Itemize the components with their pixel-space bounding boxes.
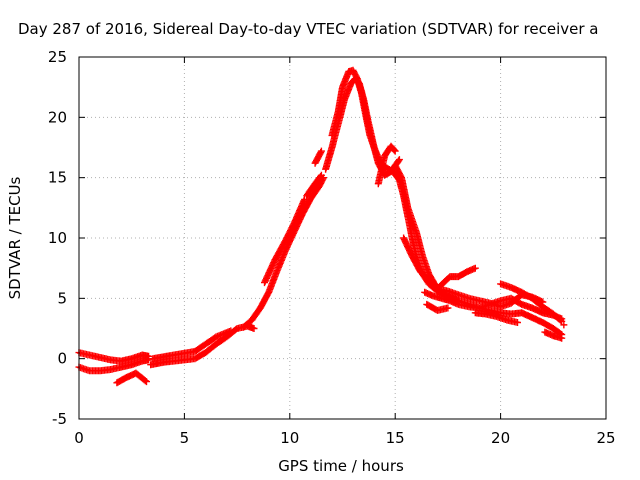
data-point	[558, 334, 566, 342]
series-track-q	[423, 300, 452, 314]
y-tick-label: -5	[52, 410, 67, 428]
data-point	[317, 171, 325, 179]
series-track-t	[541, 328, 566, 342]
data-point	[301, 195, 309, 203]
series-track-l	[374, 142, 399, 188]
series-track-b	[75, 356, 153, 375]
series-track-e	[149, 327, 235, 363]
series-track-u	[560, 321, 568, 329]
data-point	[558, 317, 566, 325]
series-track-r	[497, 280, 566, 325]
x-tick-label: 10	[280, 429, 299, 447]
data-point	[391, 147, 399, 155]
data-point	[145, 356, 153, 364]
data-point	[395, 156, 403, 164]
series-track-j	[311, 147, 325, 167]
data-point	[317, 173, 324, 180]
data-point	[390, 146, 398, 154]
data-point	[471, 264, 479, 272]
series-track-g	[261, 195, 309, 287]
data-point	[143, 378, 150, 386]
data-point	[141, 377, 149, 385]
y-tick-label: 25	[48, 48, 67, 66]
data-point	[424, 275, 432, 283]
x-tick-label: 20	[491, 429, 510, 447]
x-tick-label: 15	[386, 429, 405, 447]
series-track-m	[391, 162, 479, 293]
y-axis-label: SDTVAR / TECUs	[6, 176, 24, 299]
data-points	[75, 66, 568, 387]
x-axis-label: GPS time / hours	[278, 457, 404, 475]
x-tick-label: 5	[180, 429, 190, 447]
y-tick-label: 15	[48, 169, 67, 187]
data-point	[425, 276, 433, 284]
chart-title: Day 287 of 2016, Sidereal Day-to-day VTE…	[18, 20, 599, 38]
series-track-c	[113, 369, 150, 387]
data-point	[444, 304, 452, 312]
series-track-h	[303, 171, 325, 200]
y-tick-label: 20	[48, 108, 67, 126]
series-track-a	[75, 349, 153, 365]
y-tick-label: 5	[57, 289, 67, 307]
data-point	[514, 319, 521, 326]
series-track-n	[400, 234, 433, 284]
y-tick-label: 10	[48, 229, 67, 247]
data-point	[227, 327, 235, 335]
series-track-f	[239, 174, 327, 331]
axis-ticks: 0 5 10 15 20 25 -5 0 5 10 15 20 25	[48, 48, 616, 447]
x-tick-label: 0	[74, 429, 84, 447]
data-point	[395, 157, 403, 165]
data-point	[560, 321, 568, 329]
data-point	[317, 147, 325, 155]
x-tick-label: 25	[596, 429, 615, 447]
series-track-p	[433, 285, 547, 311]
data-point	[557, 316, 564, 324]
series-track-s	[471, 309, 521, 326]
data-point	[250, 325, 258, 332]
y-tick-label: 0	[57, 350, 67, 368]
